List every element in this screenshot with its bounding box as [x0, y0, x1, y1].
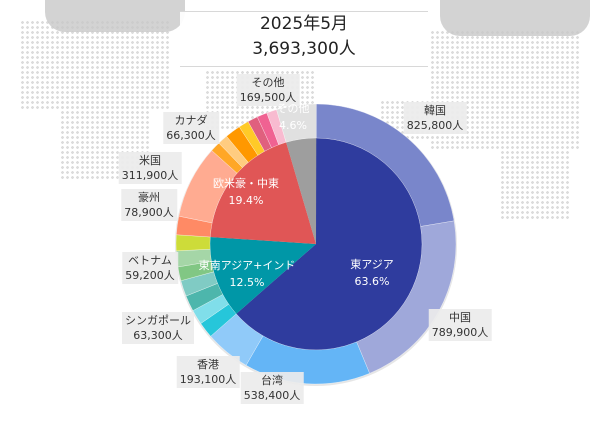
inner-slice-2[interactable] [210, 142, 316, 244]
data-label: 中国 789,900人 [428, 309, 492, 341]
data-label: 米国 311,900人 [118, 152, 182, 184]
data-label-name: 豪州 [138, 191, 160, 204]
group-label-name: その他 [276, 102, 310, 115]
data-label-value: 59,200人 [125, 269, 175, 282]
group-label-percent: 4.6% [279, 119, 307, 132]
data-label-name: シンガポール [125, 314, 191, 327]
data-label: 韓国 825,800人 [403, 102, 467, 134]
group-label: 東アジア 63.6% [350, 256, 394, 290]
data-label-value: 63,300人 [133, 329, 183, 342]
data-label-name: 米国 [139, 154, 161, 167]
data-label-name: 中国 [449, 311, 471, 324]
group-label-percent: 19.4% [228, 194, 264, 207]
data-label-name: 台湾 [261, 374, 283, 387]
group-label-name: 東南アジア+インド [198, 259, 296, 272]
data-label-value: 78,900人 [124, 206, 174, 219]
group-label-percent: 12.5% [229, 276, 265, 289]
inner-slice-3[interactable] [286, 138, 317, 244]
data-label-name: ベトナム [128, 254, 172, 267]
data-label-value: 538,400人 [243, 389, 301, 402]
data-label-value: 311,900人 [121, 169, 179, 182]
data-label: その他 169,500人 [236, 74, 300, 106]
group-label-name: 東アジア [350, 258, 394, 271]
data-label-value: 789,900人 [431, 326, 489, 339]
outer-slice-3-0[interactable] [276, 103, 317, 143]
data-label-value: 66,300人 [166, 129, 216, 142]
period-label: 2025年5月 [259, 14, 349, 34]
group-label: その他 4.6% [277, 100, 310, 134]
group-label: 東南アジア+インド 12.5% [199, 257, 296, 291]
group-label-name: 欧米豪・中東 [213, 177, 279, 190]
data-label-name: その他 [251, 76, 285, 89]
data-label: 台湾 538,400人 [240, 372, 304, 404]
data-label: 豪州 78,900人 [121, 189, 177, 221]
outer-slice-1-6[interactable] [175, 234, 211, 252]
data-label-value: 193,100人 [179, 373, 237, 386]
data-label-value: 825,800人 [406, 119, 464, 132]
data-label: ベトナム 59,200人 [122, 252, 178, 284]
data-label: 香港 193,100人 [176, 356, 240, 388]
group-label: 欧米豪・中東 19.4% [213, 175, 279, 209]
data-label-name: カナダ [174, 114, 208, 127]
data-label-name: 香港 [197, 358, 219, 371]
inner-slice-0[interactable] [236, 138, 422, 350]
data-label-name: 韓国 [424, 104, 446, 117]
chart-title: 2025年5月 3,693,300人 [180, 11, 428, 67]
inner-slice-1[interactable] [210, 236, 316, 314]
data-label: カナダ 66,300人 [163, 112, 219, 144]
data-label: シンガポール 63,300人 [122, 312, 194, 344]
total-label: 3,693,300人 [252, 39, 356, 59]
data-label-value: 169,500人 [239, 91, 297, 104]
group-label-percent: 63.6% [354, 275, 390, 288]
